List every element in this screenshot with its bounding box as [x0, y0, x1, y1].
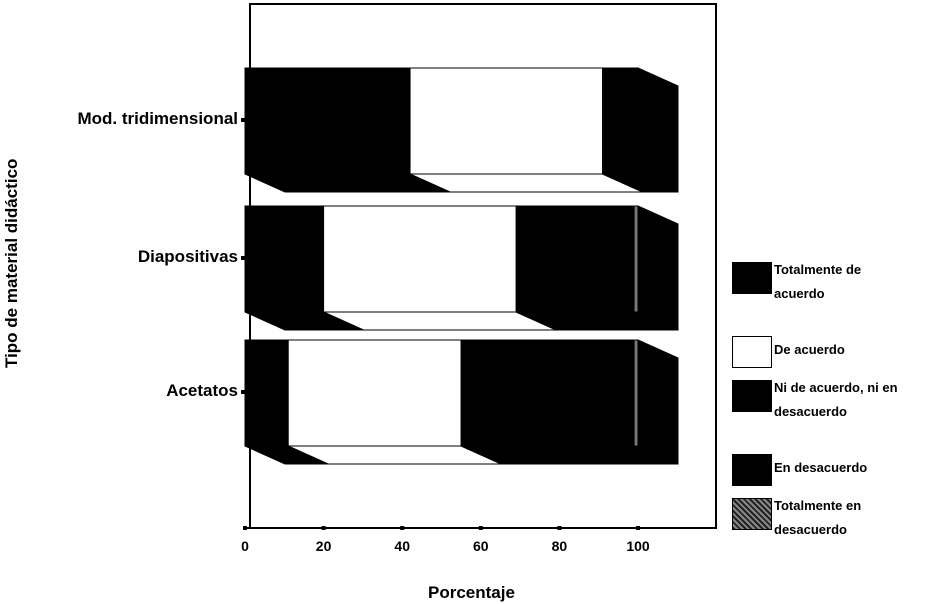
- bar-segment: [515, 205, 635, 313]
- bar-end-face: [637, 339, 679, 465]
- legend-swatch: [732, 380, 772, 412]
- bar-end-face: [637, 205, 679, 331]
- legend-item-de-acuerdo: De acuerdo: [732, 332, 922, 376]
- x-axis-title: Porcentaje: [428, 583, 515, 602]
- legend: Totalmente de acuerdo De acuerdo Ni de a…: [732, 258, 922, 568]
- bar-segment: [244, 67, 411, 175]
- category-label: Mod. tridimensional: [77, 109, 238, 128]
- x-tick: [400, 526, 405, 530]
- x-tick: [557, 526, 562, 530]
- bar-segment: [244, 205, 325, 313]
- bar-segment: [409, 67, 604, 175]
- x-tick: [478, 526, 483, 530]
- x-tick: [636, 526, 640, 530]
- legend-label: Totalmente en desacuerdo: [774, 498, 862, 537]
- category-label: Diapositivas: [138, 247, 238, 266]
- category-tick: [241, 118, 245, 122]
- legend-item-ni-de-acuerdo: Ni de acuerdo, ni en desacuerdo: [732, 376, 922, 450]
- x-tick: [321, 526, 326, 530]
- category-tick: [241, 390, 245, 394]
- x-tick-label: 60: [473, 538, 489, 554]
- legend-swatch: [732, 498, 772, 530]
- x-tick-label: 100: [626, 538, 650, 554]
- legend-label: Ni de acuerdo, ni en desacuerdo: [774, 380, 898, 419]
- legend-label: En desacuerdo: [774, 460, 868, 475]
- bar-segment: [244, 339, 289, 447]
- bar-segment: [602, 67, 639, 175]
- category-label: Acetatos: [166, 381, 238, 400]
- x-tick: [243, 526, 247, 530]
- legend-item-en-desacuerdo: En desacuerdo: [732, 450, 922, 494]
- legend-item-totalmente-de-acuerdo: Totalmente de acuerdo: [732, 258, 922, 332]
- legend-swatch: [732, 262, 772, 294]
- bar-segment: [633, 339, 639, 447]
- legend-swatch: [732, 336, 772, 368]
- bar-segment: [460, 339, 635, 447]
- legend-swatch: [732, 454, 772, 486]
- legend-item-totalmente-en-desacuerdo: Totalmente en desacuerdo: [732, 494, 922, 568]
- bars-group: [244, 67, 679, 465]
- bar-segment: [633, 205, 639, 313]
- bar-segment: [323, 205, 517, 313]
- x-tick-label: 80: [552, 538, 568, 554]
- bar-segment: [287, 339, 462, 447]
- y-axis-title: Tipo de material didáctico: [2, 158, 21, 368]
- legend-label: Totalmente de acuerdo: [774, 262, 862, 301]
- x-tick-label: 0: [241, 538, 249, 554]
- axes-group: Mod. tridimensional Diapositivas Acetatos 0…: [77, 109, 690, 554]
- category-tick: [241, 256, 245, 260]
- x-tick-label: 40: [394, 538, 410, 554]
- x-tick-label: 20: [316, 538, 332, 554]
- legend-label: De acuerdo: [774, 342, 845, 357]
- bar-end-face: [637, 67, 679, 193]
